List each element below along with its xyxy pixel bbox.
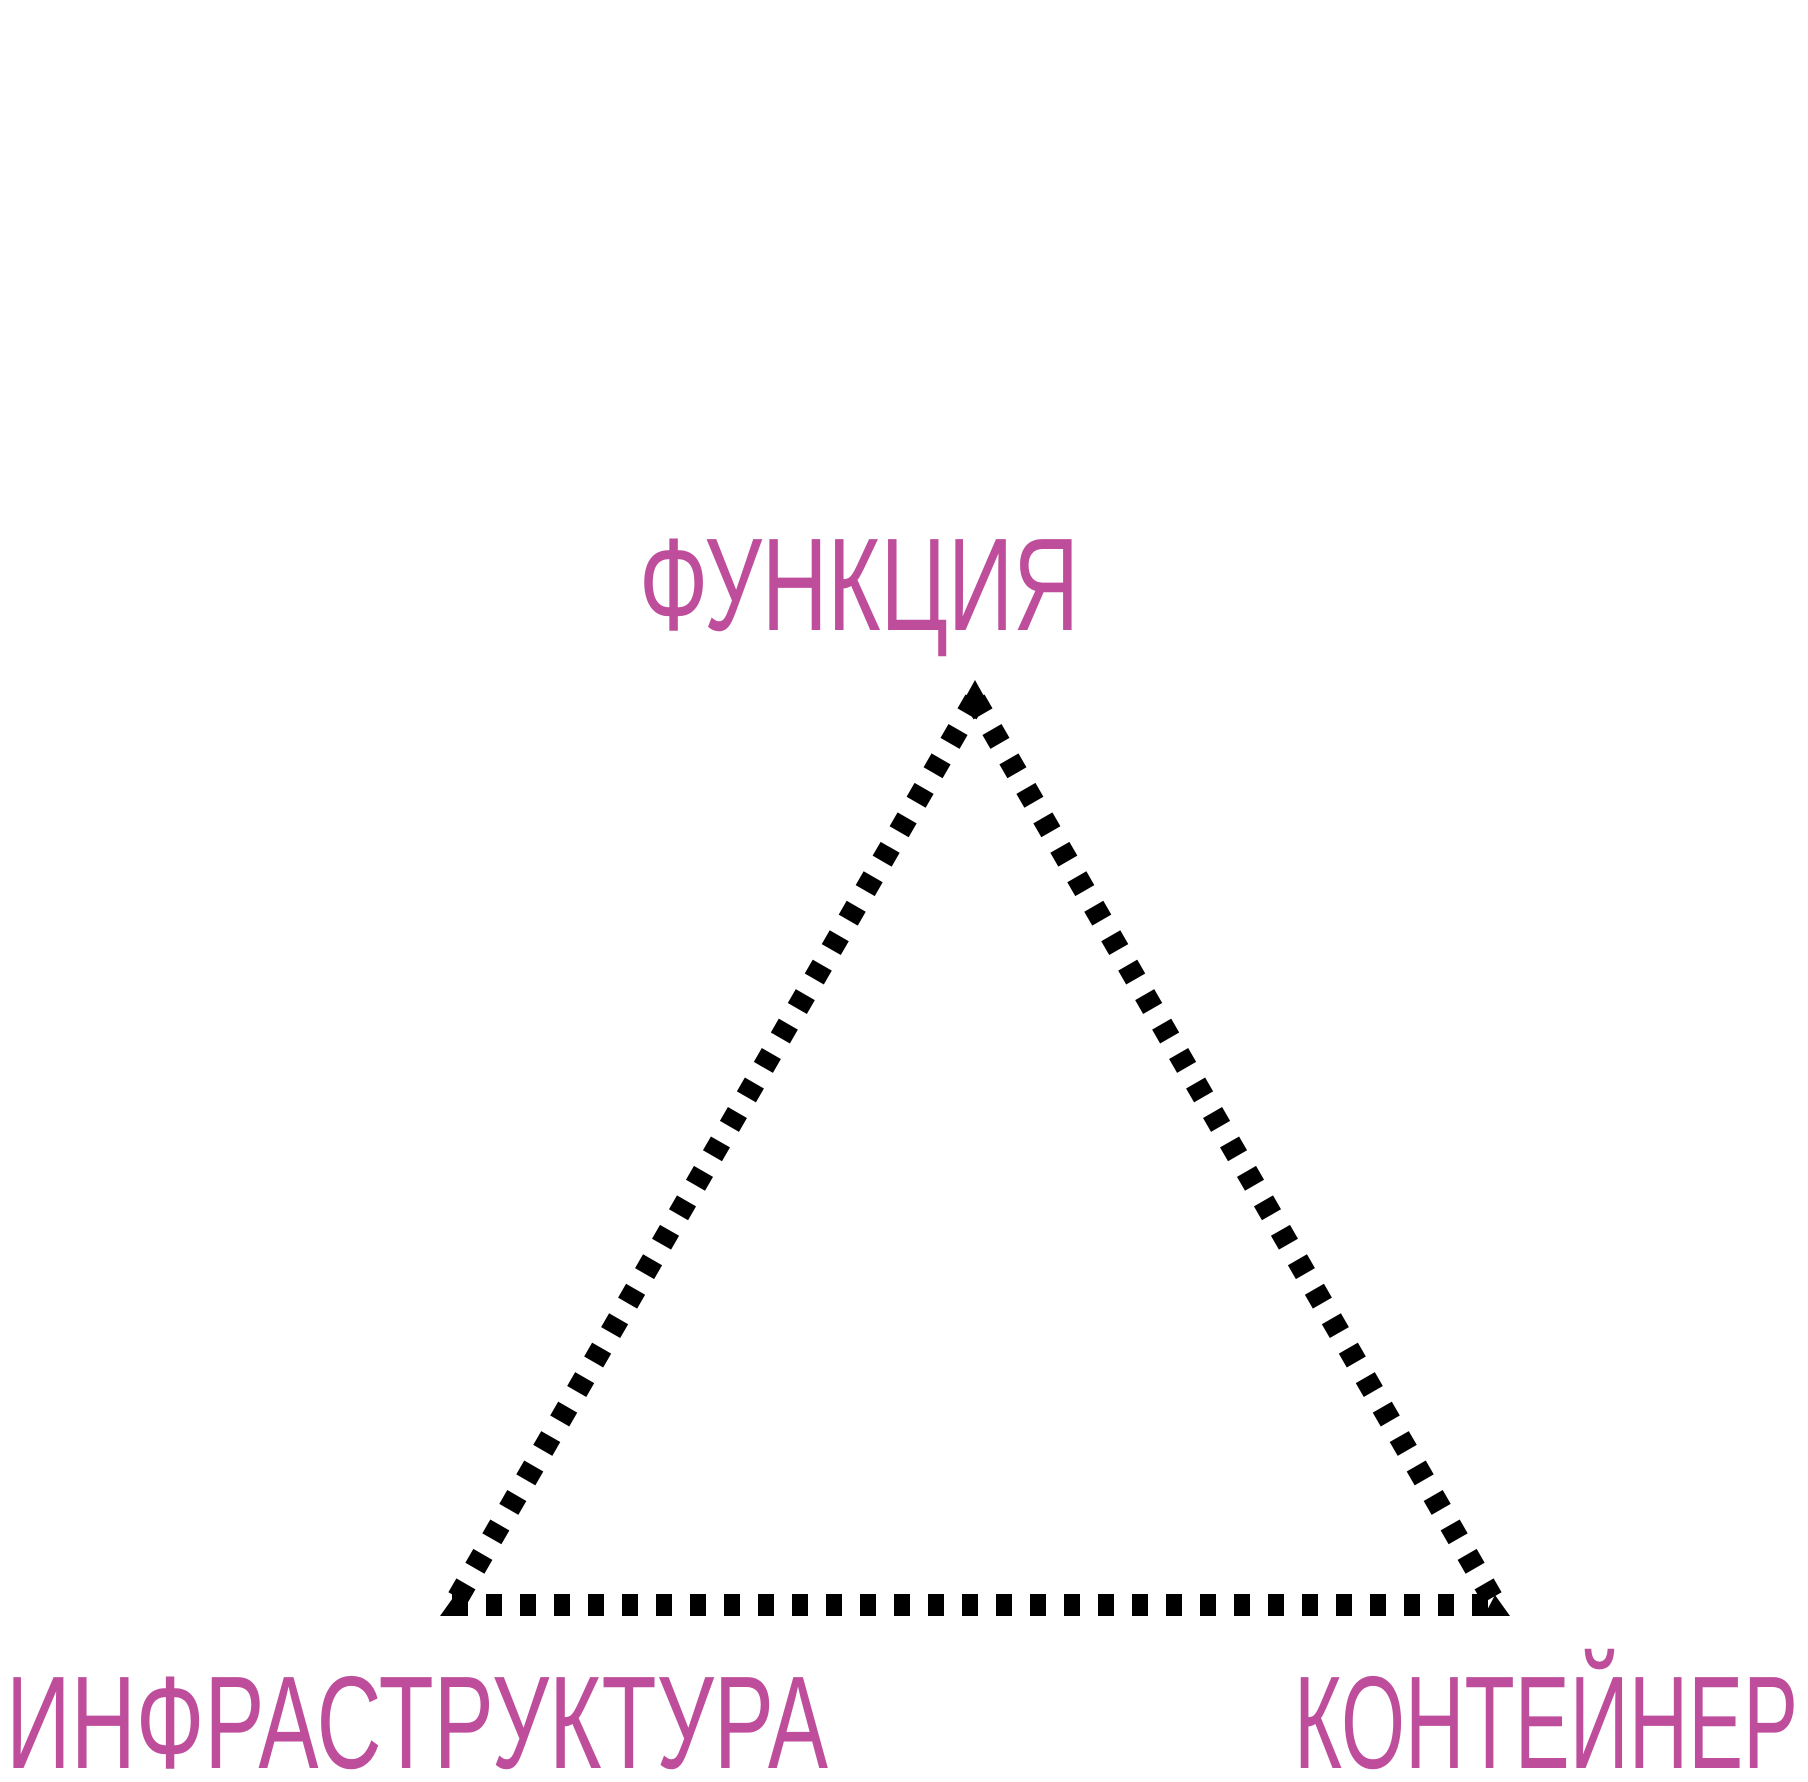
- label-bottom-left: ИНФРАСТРУКТУРА: [6, 1649, 828, 1782]
- corner-top: [960, 680, 990, 707]
- edge-left: [442, 694, 985, 1614]
- corner-bottom-right: [1484, 1595, 1510, 1616]
- corner-bottom-left: [440, 1595, 466, 1616]
- label-top: ФУНКЦИЯ: [639, 511, 1079, 658]
- triangle-edges: [442, 694, 1508, 1616]
- edge-right: [965, 694, 1508, 1614]
- label-bottom-right: КОНТЕЙНЕР: [1294, 1648, 1798, 1782]
- triangle-corners: [440, 680, 1510, 1616]
